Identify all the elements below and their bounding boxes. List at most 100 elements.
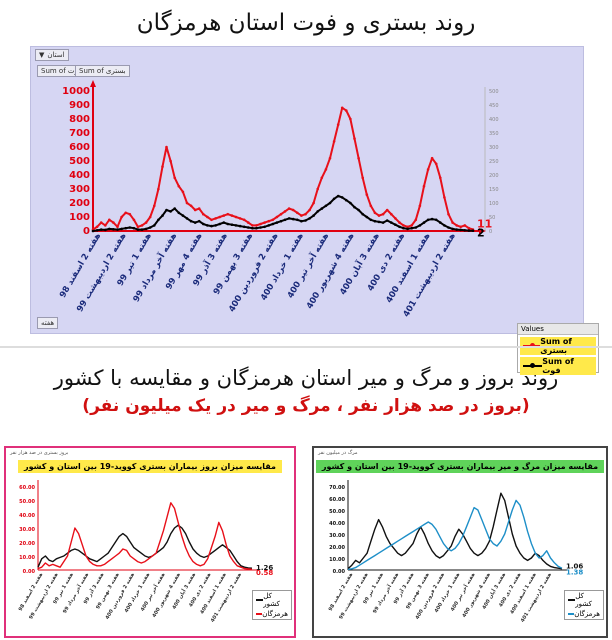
series-point bbox=[275, 215, 279, 219]
series-point bbox=[222, 214, 226, 217]
series-point bbox=[410, 226, 414, 230]
series-point bbox=[267, 224, 270, 227]
series-point bbox=[136, 225, 140, 229]
series-point bbox=[353, 137, 356, 140]
series-point bbox=[357, 156, 360, 160]
series-point bbox=[279, 219, 283, 223]
x-tick-label: 99 هفته آخر مرداد bbox=[130, 230, 179, 304]
y2-tick-label: 300 bbox=[489, 145, 499, 151]
series-point bbox=[447, 212, 450, 216]
black-line-icon bbox=[256, 599, 264, 601]
y-tick-label: 70.00 bbox=[329, 485, 345, 491]
series-point bbox=[373, 211, 377, 215]
incidence-corner-label: بروز بستری در صد هزار نفر bbox=[10, 450, 69, 456]
y-tick-label: 800 bbox=[69, 114, 90, 125]
y-tick-label: 40.00 bbox=[19, 513, 35, 519]
series-point bbox=[304, 212, 307, 216]
y2-tick-label: 200 bbox=[489, 173, 499, 179]
series-point bbox=[418, 224, 422, 227]
field-chip-hospitalized[interactable]: Sum of بستری bbox=[75, 65, 130, 77]
series-point bbox=[345, 109, 348, 112]
series-point bbox=[104, 228, 107, 232]
province-filter[interactable]: ▼ استان bbox=[35, 49, 69, 61]
series-point bbox=[426, 168, 430, 171]
series-point bbox=[132, 226, 136, 230]
series-point bbox=[369, 218, 373, 222]
series-point bbox=[390, 212, 393, 216]
series-point bbox=[177, 211, 181, 215]
series-point bbox=[439, 176, 442, 180]
y-tick-label: 400 bbox=[69, 170, 90, 181]
series-point bbox=[381, 212, 385, 216]
series-point bbox=[210, 224, 213, 228]
y2-tick-label: 350 bbox=[489, 131, 499, 137]
mortality-legend-province: هرمزگان bbox=[565, 609, 603, 619]
week-field-chip[interactable]: هفته bbox=[37, 317, 59, 329]
series-point bbox=[99, 221, 103, 224]
series-point bbox=[287, 217, 291, 220]
y2-tick-label: 150 bbox=[489, 187, 499, 193]
series-point bbox=[251, 224, 254, 227]
incidence-legend-province: هرمزگان bbox=[253, 609, 291, 619]
series-point bbox=[357, 208, 360, 212]
series-line bbox=[37, 524, 253, 569]
series-point bbox=[283, 210, 287, 213]
series-line bbox=[92, 106, 474, 231]
series-point bbox=[296, 211, 299, 215]
series-point bbox=[426, 218, 430, 222]
series-point bbox=[394, 223, 397, 226]
y2-tick-label: 450 bbox=[489, 103, 499, 109]
y-tick-label: 600 bbox=[69, 142, 90, 153]
series-point bbox=[210, 218, 213, 222]
series-point bbox=[471, 229, 475, 232]
series-point bbox=[120, 227, 123, 231]
series-point bbox=[124, 211, 127, 215]
series-point bbox=[385, 208, 389, 212]
series-point bbox=[165, 145, 168, 149]
x-tick-label: 99 هفته آخر مرداد bbox=[60, 571, 90, 615]
series-point bbox=[316, 187, 320, 191]
black-line-icon bbox=[568, 599, 576, 601]
incidence-legend-country: کل کشور bbox=[253, 591, 291, 609]
series-point bbox=[169, 210, 172, 213]
series-point bbox=[251, 226, 254, 230]
incidence-title-wrap: مقایسه میزان بروز بیماران بستری کووید-19… bbox=[6, 460, 294, 473]
legend-death-label: Sum of فوت bbox=[542, 357, 574, 375]
series-point bbox=[365, 193, 369, 196]
series-point bbox=[385, 219, 389, 222]
y2-tick-label: 100 bbox=[489, 201, 499, 207]
series-point bbox=[234, 215, 238, 219]
series-point bbox=[173, 176, 176, 180]
series-point bbox=[189, 204, 193, 208]
series-point bbox=[157, 218, 160, 222]
field-chip-death[interactable]: Sum of فوت bbox=[37, 65, 86, 77]
main-title: روند بستری و فوت استان هرمزگان bbox=[136, 10, 476, 36]
series-point bbox=[463, 224, 467, 227]
y-tick-label: 0.00 bbox=[23, 569, 36, 575]
y-tick-label: 0 bbox=[83, 226, 90, 237]
series-point bbox=[312, 214, 315, 217]
series-point bbox=[99, 228, 103, 231]
black-line-icon bbox=[523, 363, 543, 368]
series-point bbox=[394, 217, 397, 220]
series-point bbox=[263, 225, 266, 229]
series-point bbox=[214, 217, 217, 220]
mortality-corner-label: مرگ در میلیون نفر bbox=[318, 450, 358, 456]
series-point bbox=[230, 223, 234, 226]
y-tick-label: 30.00 bbox=[19, 527, 35, 533]
series-point bbox=[369, 204, 373, 208]
series-point bbox=[402, 226, 405, 230]
y-tick-label: 100 bbox=[69, 212, 90, 223]
series-point bbox=[443, 224, 446, 227]
series-point bbox=[410, 224, 414, 227]
funnel-icon: ▼ bbox=[39, 51, 45, 59]
series-point bbox=[328, 201, 332, 205]
series-point bbox=[345, 198, 348, 202]
series-point bbox=[451, 221, 454, 224]
series-point bbox=[324, 204, 328, 208]
series-point bbox=[124, 226, 127, 230]
series-point bbox=[406, 225, 409, 229]
y2-tick-label: 250 bbox=[489, 159, 499, 165]
series-point bbox=[153, 204, 156, 208]
